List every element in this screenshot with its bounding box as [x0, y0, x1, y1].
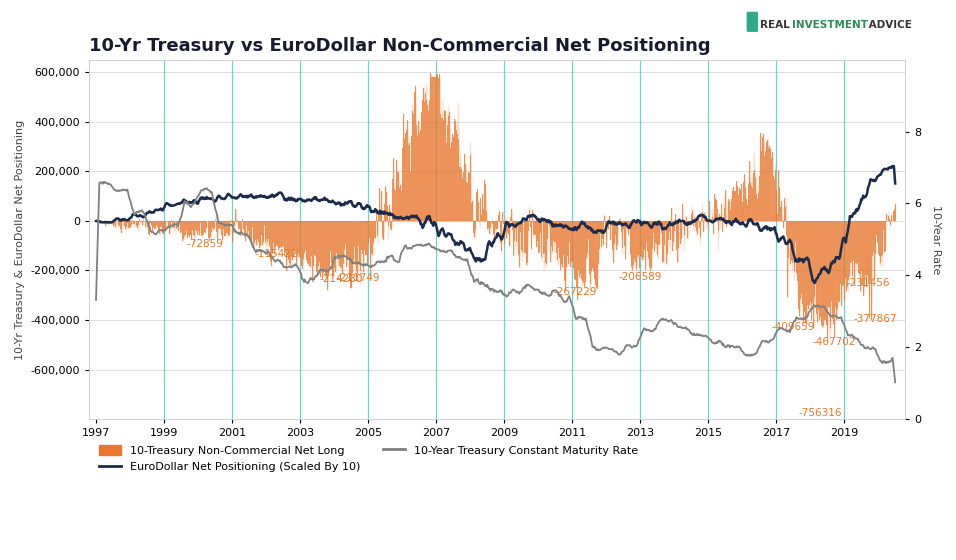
- Text: -115422: -115422: [254, 249, 298, 259]
- Y-axis label: 10-Yr Treasury & EuroDollar Net Positioning: 10-Yr Treasury & EuroDollar Net Position…: [15, 119, 25, 360]
- Text: -409659: -409659: [771, 323, 815, 332]
- Text: -756316: -756316: [798, 408, 842, 418]
- Text: REAL: REAL: [760, 20, 793, 30]
- Text: -231456: -231456: [846, 278, 890, 288]
- Text: -377867: -377867: [853, 315, 897, 324]
- Text: -206589: -206589: [619, 272, 662, 282]
- Text: ADVICE: ADVICE: [865, 20, 912, 30]
- Text: 10-Yr Treasury vs EuroDollar Non-Commercial Net Positioning: 10-Yr Treasury vs EuroDollar Non-Commerc…: [89, 38, 711, 55]
- Text: -467702: -467702: [813, 337, 856, 347]
- Text: -214230: -214230: [319, 274, 362, 284]
- Legend: 10-Treasury Non-Commercial Net Long, EuroDollar Net Positioning (Scaled By 10), : 10-Treasury Non-Commercial Net Long, Eur…: [95, 440, 642, 477]
- Text: -72859: -72859: [186, 239, 224, 249]
- Text: -267229: -267229: [554, 287, 598, 297]
- Text: INVESTMENT: INVESTMENT: [792, 20, 867, 30]
- Y-axis label: 10-Year Rate: 10-Year Rate: [931, 205, 941, 274]
- Text: -211749: -211749: [337, 273, 380, 283]
